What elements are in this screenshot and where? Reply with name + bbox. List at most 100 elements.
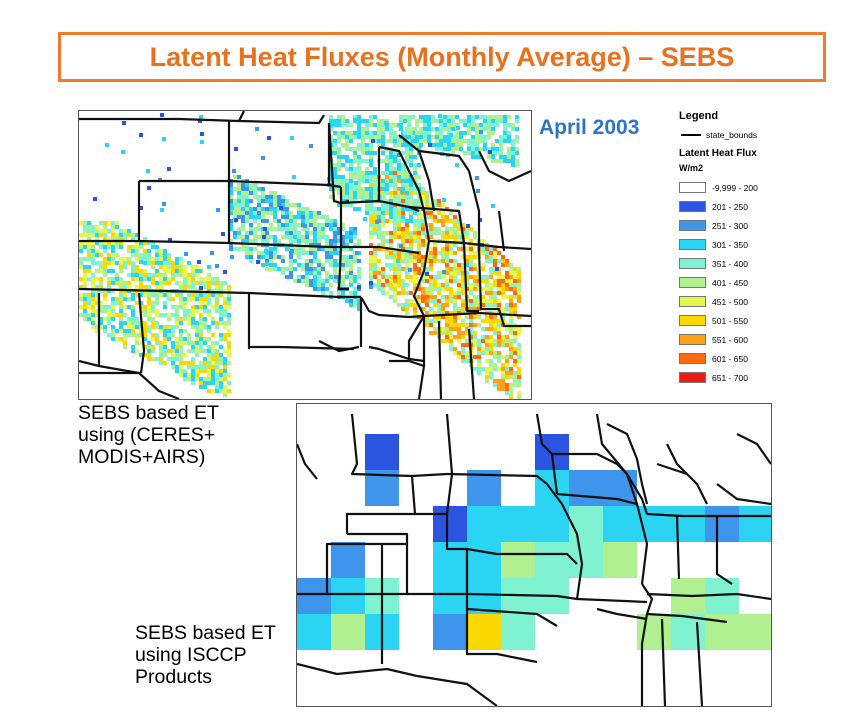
flux-pixel — [349, 131, 353, 135]
flux-pixel — [215, 357, 219, 361]
flux-pixel — [111, 253, 115, 257]
flux-pixel — [417, 163, 421, 167]
flux-pixel — [385, 279, 389, 283]
flux-pixel — [439, 139, 443, 143]
flux-pixel — [438, 114, 442, 118]
flux-pixel — [245, 239, 249, 243]
flux-pixel — [257, 251, 261, 255]
flux-pixel — [389, 263, 393, 267]
flux-pixel — [211, 281, 215, 285]
flux-pixel — [83, 221, 87, 225]
flux-pixel — [289, 263, 293, 267]
flux-pixel — [223, 321, 227, 325]
flux-pixel — [389, 131, 393, 135]
flux-pixel — [479, 147, 483, 151]
flux-pixel — [199, 277, 203, 281]
flux-pixel — [421, 239, 425, 243]
flux-pixel — [297, 223, 301, 227]
flux-pixel — [115, 245, 119, 249]
flux-pixel — [357, 271, 361, 275]
flux-pixel — [195, 345, 199, 349]
flux-pixel — [79, 245, 83, 249]
flux-pixel — [473, 335, 477, 339]
flux-pixel — [354, 181, 358, 185]
flux-pixel — [179, 285, 183, 289]
flux-pixel — [461, 343, 465, 347]
flux-pixel — [183, 317, 187, 321]
flux-pixel — [309, 271, 313, 275]
flux-pixel — [223, 385, 227, 389]
flux-pixel — [501, 315, 505, 319]
flux-pixel — [441, 231, 445, 235]
flux-pixel — [107, 241, 111, 245]
legend-swatch — [679, 220, 706, 231]
flux-pixel — [337, 203, 341, 207]
flux-pixel — [357, 131, 361, 135]
flux-pixel — [503, 139, 507, 143]
flux-pixel — [119, 277, 123, 281]
flux-pixel — [99, 321, 103, 325]
flux-pixel — [179, 265, 183, 269]
flux-pixel — [481, 347, 485, 351]
flux-pixel — [389, 267, 393, 271]
flux-pixel — [219, 289, 223, 293]
flux-pixel — [353, 279, 357, 283]
flux-pixel — [83, 301, 87, 305]
flux-pixel — [397, 219, 401, 223]
flux-pixel — [433, 227, 437, 231]
flux-pixel — [353, 255, 357, 259]
flux-pixel — [369, 195, 373, 199]
top-map-caption: SEBS based ET using (CERES+ MODIS+AIRS) — [78, 402, 278, 468]
flux-pixel — [463, 139, 467, 143]
flux-pixel — [381, 143, 385, 147]
flux-pixel — [333, 187, 337, 191]
flux-pixel — [397, 263, 401, 267]
flux-pixel — [455, 163, 459, 167]
flux-pixel — [207, 313, 211, 317]
flux-pixel — [119, 261, 123, 265]
flux-pixel — [91, 309, 95, 313]
flux-pixel — [191, 381, 195, 385]
flux-pixel — [329, 263, 333, 267]
flux-pixel — [381, 211, 385, 215]
flux-pixel — [345, 119, 349, 123]
flux-pixel — [413, 271, 417, 275]
flux-pixel — [509, 383, 513, 387]
flux-pixel — [443, 147, 447, 151]
flux-pixel — [107, 237, 111, 241]
flux-pixel — [449, 267, 453, 271]
flux-pixel — [477, 307, 481, 311]
flux-pixel — [481, 267, 485, 271]
flux-pixel — [397, 279, 401, 283]
flux-pixel — [503, 123, 507, 127]
flux-pixel — [365, 151, 369, 155]
flux-pixel — [407, 115, 411, 119]
flux-pixel — [421, 187, 425, 191]
flux-pixel — [493, 343, 497, 347]
flux-pixel — [345, 135, 349, 139]
flux-pixel — [211, 277, 215, 281]
flux-pixel — [198, 119, 202, 123]
flux-pixel — [151, 349, 155, 353]
flux-pixel — [413, 199, 417, 203]
flux-pixel — [425, 311, 429, 315]
flux-pixel — [215, 385, 219, 389]
flux-pixel — [457, 271, 461, 275]
flux-pixel — [503, 155, 507, 159]
flux-pixel — [389, 283, 393, 287]
flux-pixel — [285, 203, 289, 207]
flux-pixel — [203, 281, 207, 285]
flux-pixel — [401, 187, 405, 191]
flux-pixel — [505, 303, 509, 307]
flux-pixel — [459, 139, 463, 143]
flux-pixel — [465, 275, 469, 279]
flux-pixel — [505, 335, 509, 339]
flux-pixel — [191, 325, 195, 329]
flux-pixel — [191, 349, 195, 353]
flux-pixel — [187, 317, 191, 321]
flux-pixel — [513, 279, 517, 283]
flux-pixel — [313, 255, 317, 259]
flux-pixel — [183, 301, 187, 305]
flux-pixel — [393, 159, 397, 163]
flux-pixel — [453, 315, 457, 319]
